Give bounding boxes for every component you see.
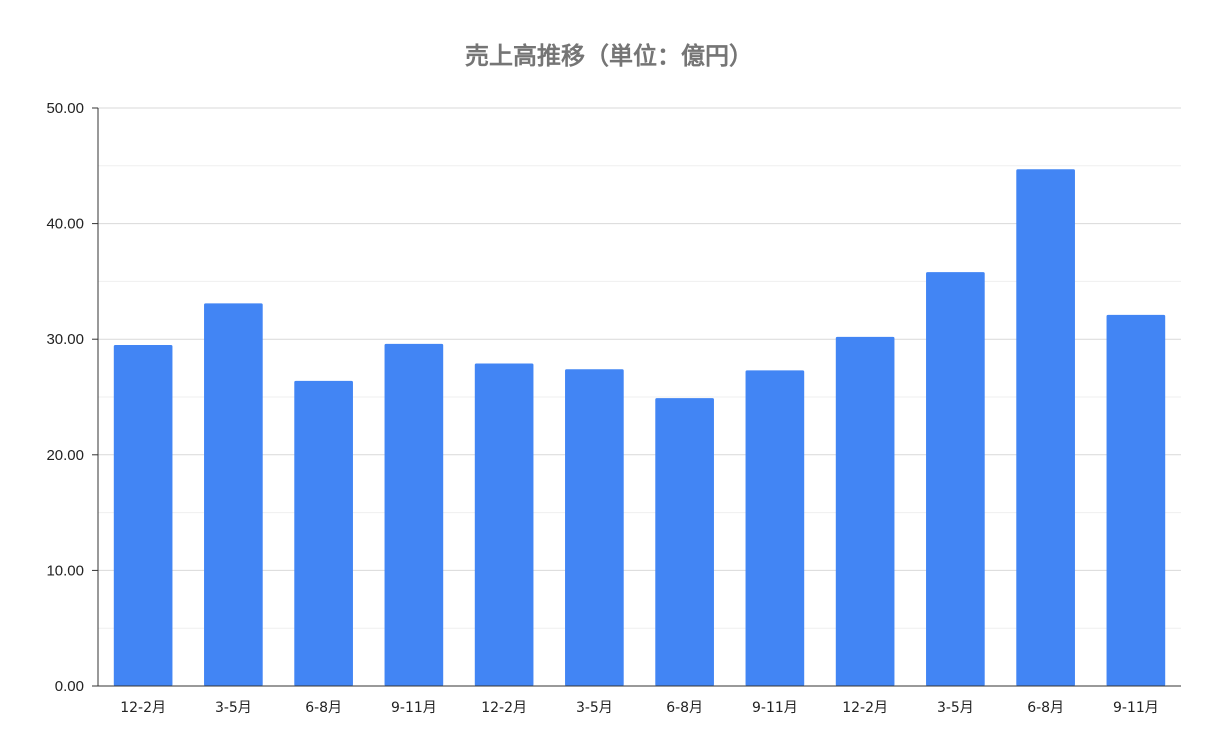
x-tick-label: 12-2月 [842,700,888,716]
bar [1106,314,1166,686]
gridlines [98,107,1181,629]
y-axis-tick-labels: 0.00 10.00 20.00 30.00 40.00 50.00 [46,100,84,695]
x-tick-label: 9-11月 [752,700,798,716]
y-tick-label: 20.00 [46,447,84,464]
x-tick-label: 6-8月 [1027,700,1064,716]
bar [926,272,985,686]
y-tick-label: 30.00 [46,331,84,348]
x-tick-label: 9-11月 [1113,700,1159,716]
bar [1016,169,1075,686]
bar [384,343,444,686]
bar [565,369,624,686]
bar [655,398,714,686]
chart-title: 売上高推移（単位：億円） [465,42,753,70]
axes [92,107,1181,687]
y-tick-label: 10.00 [46,562,84,579]
bars [113,169,1166,686]
x-tick-label: 3-5月 [576,700,613,716]
x-tick-label: 3-5月 [937,700,974,716]
x-tick-label: 6-8月 [666,700,703,716]
x-tick-label: 12-2月 [120,700,166,716]
x-axis-tick-labels: 12-2月 3-5月 6-8月 9-11月 12-2月 3-5月 6-8月 9-11月 12-2… [120,700,1159,716]
x-tick-label: 6-8月 [305,700,342,716]
x-tick-label: 12-2月 [481,700,527,716]
y-tick-label: 40.00 [46,216,84,233]
bar [113,344,173,686]
bar [474,363,534,686]
x-tick-label: 9-11月 [391,700,437,716]
y-tick-label: 50.00 [46,100,84,117]
bar [745,370,805,686]
bar [835,336,895,686]
bar [204,303,263,686]
y-tick-label: 0.00 [55,678,84,695]
x-tick-label: 3-5月 [215,700,252,716]
bar [294,380,353,686]
